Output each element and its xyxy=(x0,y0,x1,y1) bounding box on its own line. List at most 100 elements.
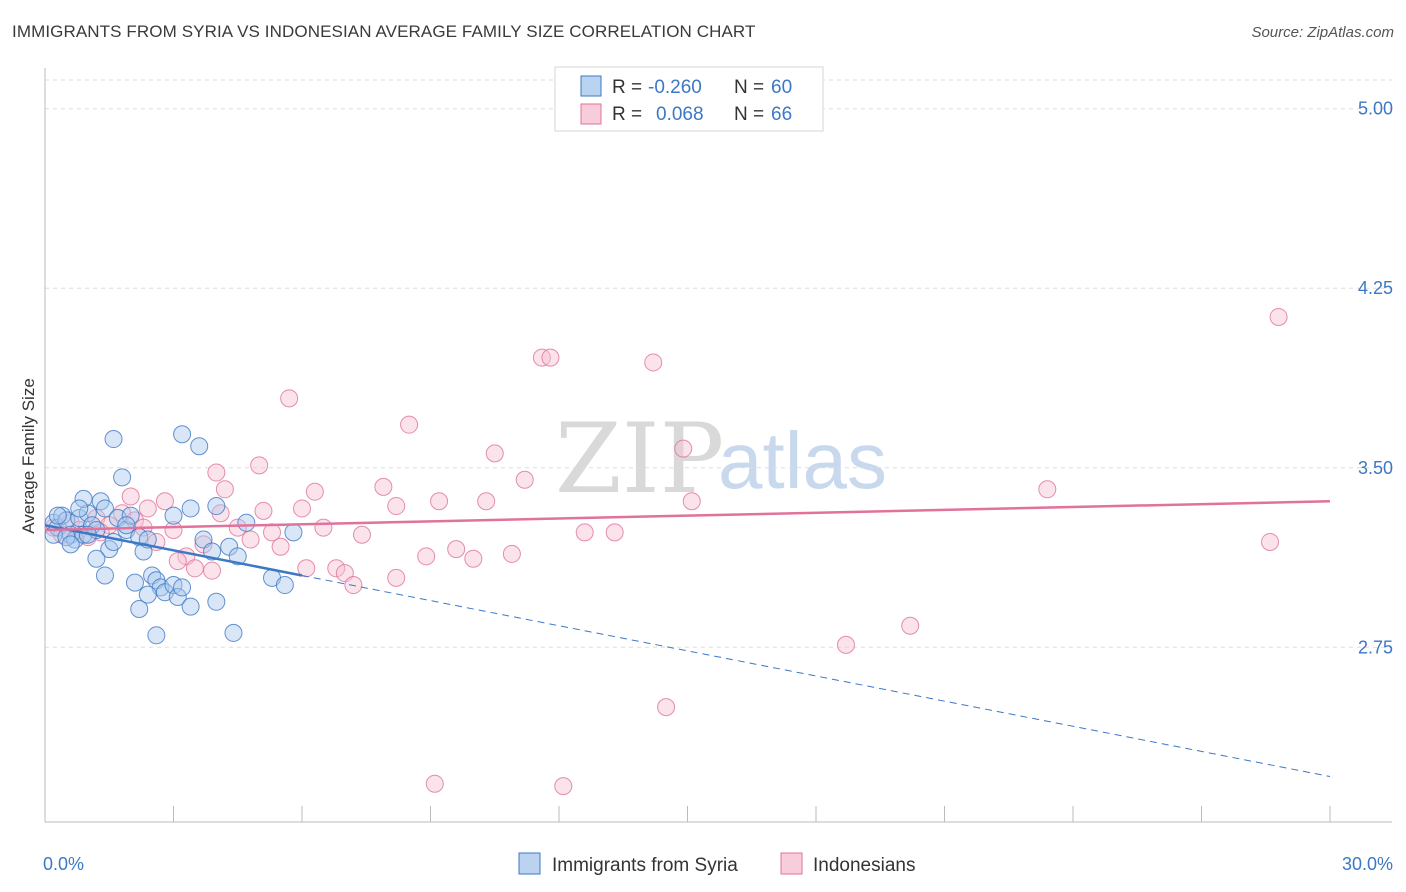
legend-r-value-indonesians: 0.068 xyxy=(656,104,704,125)
syria-point xyxy=(164,506,183,525)
syria-point xyxy=(95,499,114,518)
legend-r-label-indonesians: R = xyxy=(612,104,642,125)
bottom-legend-swatch-syria xyxy=(518,852,541,875)
legend-r-value-syria: -0.260 xyxy=(648,77,702,98)
indonesians-point xyxy=(485,444,504,463)
syria-point xyxy=(70,499,89,518)
indonesians-point xyxy=(464,549,483,568)
syria-point xyxy=(147,626,166,645)
correlation-legend: R = -0.260 N = 60 R = 0.068 N = 66 xyxy=(554,66,824,132)
indonesians-point xyxy=(293,499,311,518)
indonesians-point xyxy=(305,482,324,501)
watermark-atlas: atlas xyxy=(718,416,887,505)
indonesians-point xyxy=(155,492,174,511)
indonesians-point xyxy=(138,499,157,518)
indonesians-point xyxy=(447,540,466,559)
y-tick-label: 5.00 xyxy=(1358,99,1393,119)
indonesians-point xyxy=(314,518,333,537)
syria-point xyxy=(104,532,123,551)
indonesians-point xyxy=(400,415,419,434)
legend-n-value-syria: 60 xyxy=(771,77,792,98)
y-axis-label: Average Family Size xyxy=(19,378,38,534)
syria-point xyxy=(228,547,247,566)
bottom-legend-swatch-indonesians xyxy=(780,852,803,875)
indonesians-point xyxy=(430,492,449,511)
syria-point xyxy=(224,623,243,642)
indonesians-point xyxy=(185,559,204,578)
syria-point xyxy=(173,425,192,444)
indonesians-point xyxy=(280,389,299,408)
indonesians-point xyxy=(374,477,393,496)
indonesians-point xyxy=(682,492,701,511)
syria-point xyxy=(104,430,123,449)
indonesians-point xyxy=(477,492,496,511)
series-indonesians xyxy=(44,307,1288,796)
indonesians-point xyxy=(228,518,247,537)
indonesians-point xyxy=(271,537,290,556)
legend-n-label-indonesians: N = xyxy=(734,104,764,125)
syria-point xyxy=(237,513,256,532)
indonesians-point xyxy=(1269,307,1288,326)
syria-point xyxy=(117,516,136,535)
indonesians-point xyxy=(674,439,693,458)
syria-point xyxy=(130,599,149,618)
legend-swatch-syria xyxy=(580,75,602,97)
y-tick-label: 4.25 xyxy=(1358,278,1393,298)
syria-point xyxy=(95,566,114,585)
indonesians-point xyxy=(554,777,573,796)
syria-point xyxy=(113,468,132,487)
syria-point xyxy=(284,523,303,542)
indonesians-point xyxy=(425,774,444,793)
indonesians-point xyxy=(387,497,406,516)
indonesians-point xyxy=(352,525,371,544)
y-tick-labels: 2.75 3.50 4.25 5.00 xyxy=(1358,99,1393,658)
indonesians-point xyxy=(241,530,260,549)
syria-point xyxy=(168,588,187,607)
indonesians-point xyxy=(417,547,436,566)
syria-point xyxy=(181,597,200,616)
syria-point xyxy=(275,576,294,595)
syria-point xyxy=(74,489,93,508)
syria-point xyxy=(173,578,192,597)
indonesians-point xyxy=(121,487,140,506)
syria-point xyxy=(78,504,97,523)
syria-point xyxy=(61,535,80,554)
indonesians-point xyxy=(203,561,222,580)
indonesians-point xyxy=(168,552,187,571)
indonesians-point xyxy=(901,616,920,635)
y-tick-label: 2.75 xyxy=(1358,637,1393,657)
indonesians-point xyxy=(164,520,183,539)
syria-point xyxy=(121,506,140,525)
indonesians-point xyxy=(215,480,234,499)
legend-swatch-indonesians xyxy=(580,103,602,125)
syria-trend-extension xyxy=(301,574,1331,778)
indonesians-point xyxy=(605,523,624,542)
indonesians-point xyxy=(644,353,663,372)
syria-point xyxy=(125,573,144,592)
syria-point xyxy=(134,542,153,561)
gridlines xyxy=(45,79,1392,648)
syria-point xyxy=(138,585,157,604)
legend-n-value-indonesians: 66 xyxy=(771,104,792,125)
indonesians-point xyxy=(575,523,594,542)
y-tick-label: 3.50 xyxy=(1358,458,1393,478)
indonesians-point xyxy=(387,568,406,587)
indonesians-point xyxy=(327,559,346,578)
syria-point xyxy=(207,497,226,516)
syria-point xyxy=(48,506,67,525)
source-label: Source: ZipAtlas.com xyxy=(1251,24,1394,41)
x-tick-labels: 0.0% 30.0% xyxy=(43,854,1393,874)
indonesians-point xyxy=(515,470,534,489)
legend-r-label-syria: R = xyxy=(612,77,642,98)
syria-point xyxy=(87,549,106,568)
watermark-zip: ZIP xyxy=(555,403,724,515)
indonesians-point xyxy=(254,501,273,520)
syria-point xyxy=(190,437,209,456)
x-tick-label: 0.0% xyxy=(43,854,84,874)
bottom-legend-label-indonesians: Indonesians xyxy=(813,855,915,876)
bottom-legend-label-syria: Immigrants from Syria xyxy=(552,855,738,876)
indonesians-point xyxy=(657,698,676,717)
indonesians-point xyxy=(1038,480,1057,499)
indonesians-point xyxy=(207,463,226,482)
